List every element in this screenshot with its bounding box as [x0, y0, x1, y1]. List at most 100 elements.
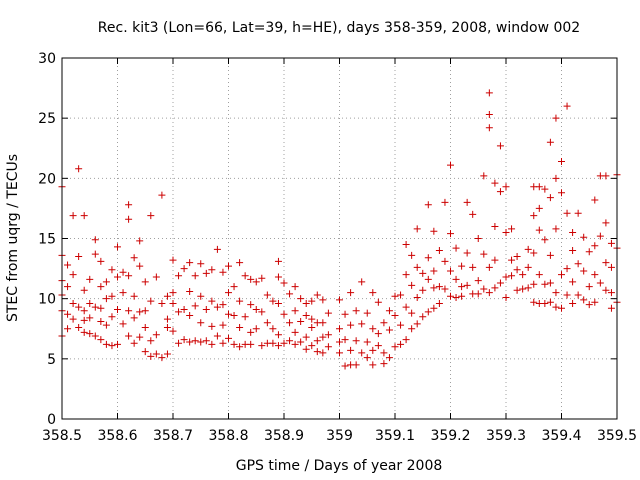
data-point [313, 348, 321, 356]
data-point [546, 251, 554, 259]
data-point [141, 348, 149, 356]
data-point [97, 283, 105, 291]
data-point [158, 354, 166, 362]
data-point [91, 236, 99, 244]
data-point [485, 124, 493, 132]
data-point [336, 338, 343, 346]
data-point [302, 333, 310, 341]
data-point [241, 313, 249, 321]
data-point [80, 212, 88, 220]
x-tick-label: 359.1 [375, 428, 415, 444]
data-point [363, 309, 371, 317]
data-point [258, 308, 266, 316]
data-point [491, 256, 499, 264]
data-point [169, 256, 177, 264]
data-point [119, 289, 127, 297]
data-point [108, 342, 116, 350]
data-point [413, 263, 421, 271]
data-point [585, 248, 593, 256]
data-point [286, 319, 294, 327]
data-point [430, 267, 438, 275]
data-point [80, 316, 88, 324]
data-point [402, 271, 410, 279]
data-point [108, 266, 116, 274]
data-point [324, 343, 332, 351]
data-point [463, 198, 471, 206]
data-point [258, 342, 266, 350]
data-point [175, 308, 183, 316]
data-point [402, 241, 410, 249]
data-point [607, 304, 615, 312]
data-point [508, 272, 516, 280]
data-point [163, 292, 171, 300]
data-point [69, 315, 77, 323]
x-tick-label: 358.8 [208, 428, 248, 444]
data-point [286, 290, 294, 298]
data-point [152, 273, 160, 281]
data-point [524, 263, 532, 271]
data-point [102, 278, 110, 286]
data-point [496, 188, 504, 196]
data-point [263, 291, 271, 299]
data-point [341, 310, 349, 318]
data-point [385, 326, 393, 334]
data-point [474, 290, 482, 298]
data-point [585, 283, 593, 291]
data-point [602, 286, 610, 294]
data-point [458, 283, 466, 291]
data-point [352, 361, 360, 369]
data-point [424, 201, 432, 209]
data-point [374, 342, 382, 350]
data-point [408, 281, 416, 289]
data-point [552, 225, 560, 233]
data-point [341, 362, 349, 370]
data-point [219, 301, 227, 309]
data-point [280, 279, 288, 287]
data-point [158, 191, 166, 199]
data-point [447, 230, 454, 238]
y-axis-label: STEC from uqrg / TECUs [5, 154, 21, 322]
data-point [102, 295, 110, 303]
data-point [141, 307, 149, 315]
data-point [136, 308, 144, 316]
data-point [607, 289, 615, 297]
data-point [69, 271, 77, 279]
data-point [369, 361, 377, 369]
data-point [496, 142, 504, 150]
x-tick-label: 358.9 [264, 428, 304, 444]
data-point [341, 336, 349, 344]
data-point [591, 242, 599, 250]
data-point [64, 261, 72, 269]
x-tick-label: 358.6 [97, 428, 137, 444]
y-tick-label: 30 [38, 51, 56, 67]
data-point [552, 289, 560, 297]
data-point [435, 283, 443, 291]
data-point [175, 272, 183, 280]
data-point [130, 314, 138, 322]
data-point [208, 266, 216, 274]
data-point [397, 291, 405, 299]
data-point [230, 283, 238, 291]
data-point [114, 305, 121, 313]
data-point [324, 331, 332, 339]
data-point [125, 272, 133, 280]
data-point [252, 278, 260, 286]
data-point [480, 250, 488, 258]
data-point [152, 350, 160, 358]
data-point [541, 280, 549, 288]
data-point [336, 349, 343, 357]
data-point [502, 293, 510, 301]
data-point [591, 271, 599, 279]
data-point [485, 111, 493, 119]
data-point [152, 331, 160, 339]
data-point [358, 320, 366, 328]
y-axis-ticks: 0 5 10 15 20 25 30 [38, 51, 617, 428]
data-point [114, 243, 121, 251]
data-point [580, 233, 588, 241]
data-point [535, 226, 543, 234]
data-point [519, 285, 527, 293]
data-point [463, 249, 471, 257]
data-point [91, 250, 99, 258]
data-point [491, 222, 499, 230]
data-points [58, 89, 621, 370]
